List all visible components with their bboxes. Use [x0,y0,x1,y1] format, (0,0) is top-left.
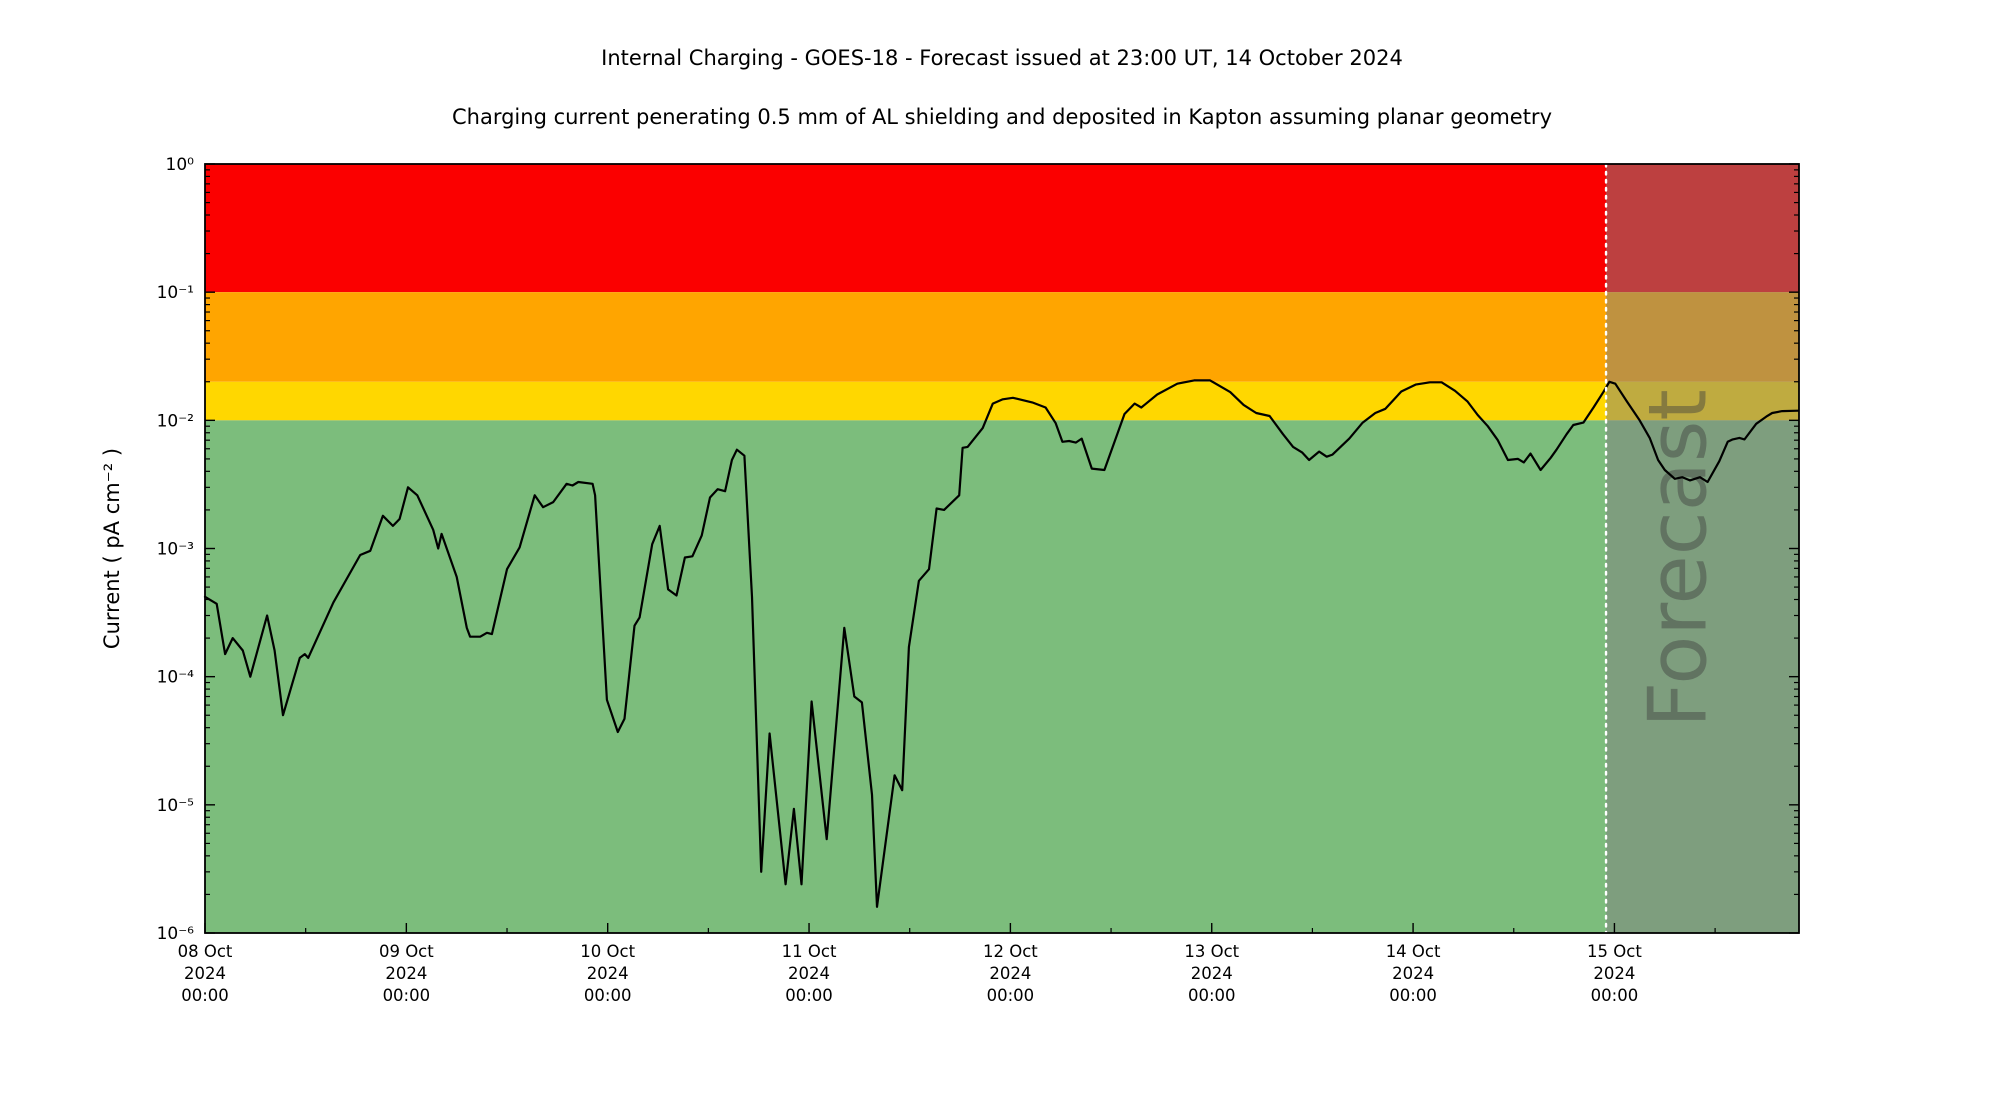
x-tick-label: 09 Oct 2024 00:00 [379,942,434,1005]
band-orange [205,292,1799,382]
x-tick-label: 08 Oct 2024 00:00 [178,942,233,1005]
x-tick-label: 14 Oct 2024 00:00 [1386,942,1441,1005]
forecast-watermark: Forecast [1632,389,1725,728]
y-tick-label: 10⁻³ [157,540,194,560]
chart-title: Internal Charging - GOES-18 - Forecast i… [601,46,1403,70]
y-tick-label: 10⁻¹ [157,283,194,303]
plot-border [204,163,1800,934]
x-tick-label: 13 Oct 2024 00:00 [1184,942,1239,1005]
y-tick-label: 10⁻⁵ [157,796,194,816]
y-axis-label: Current ( pA cm⁻² ) [100,448,124,649]
band-yellow [205,381,1799,421]
forecast-region-overlay [1606,164,1799,933]
band-red [205,164,1799,293]
y-tick-label: 10⁰ [166,155,195,175]
chart-subtitle: Charging current penerating 0.5 mm of AL… [451,105,1552,129]
band-green [205,420,1799,933]
current-line [203,379,1800,908]
x-tick-label: 11 Oct 2024 00:00 [782,942,837,1005]
x-tick-label: 15 Oct 2024 00:00 [1587,942,1642,1005]
x-tick-label: 12 Oct 2024 00:00 [983,942,1038,1005]
y-tick-label: 10⁻² [157,411,194,431]
y-tick-label: 10⁻⁴ [157,668,195,688]
x-tick-label: 10 Oct 2024 00:00 [580,942,635,1005]
y-tick-label: 10⁻⁶ [157,924,195,944]
